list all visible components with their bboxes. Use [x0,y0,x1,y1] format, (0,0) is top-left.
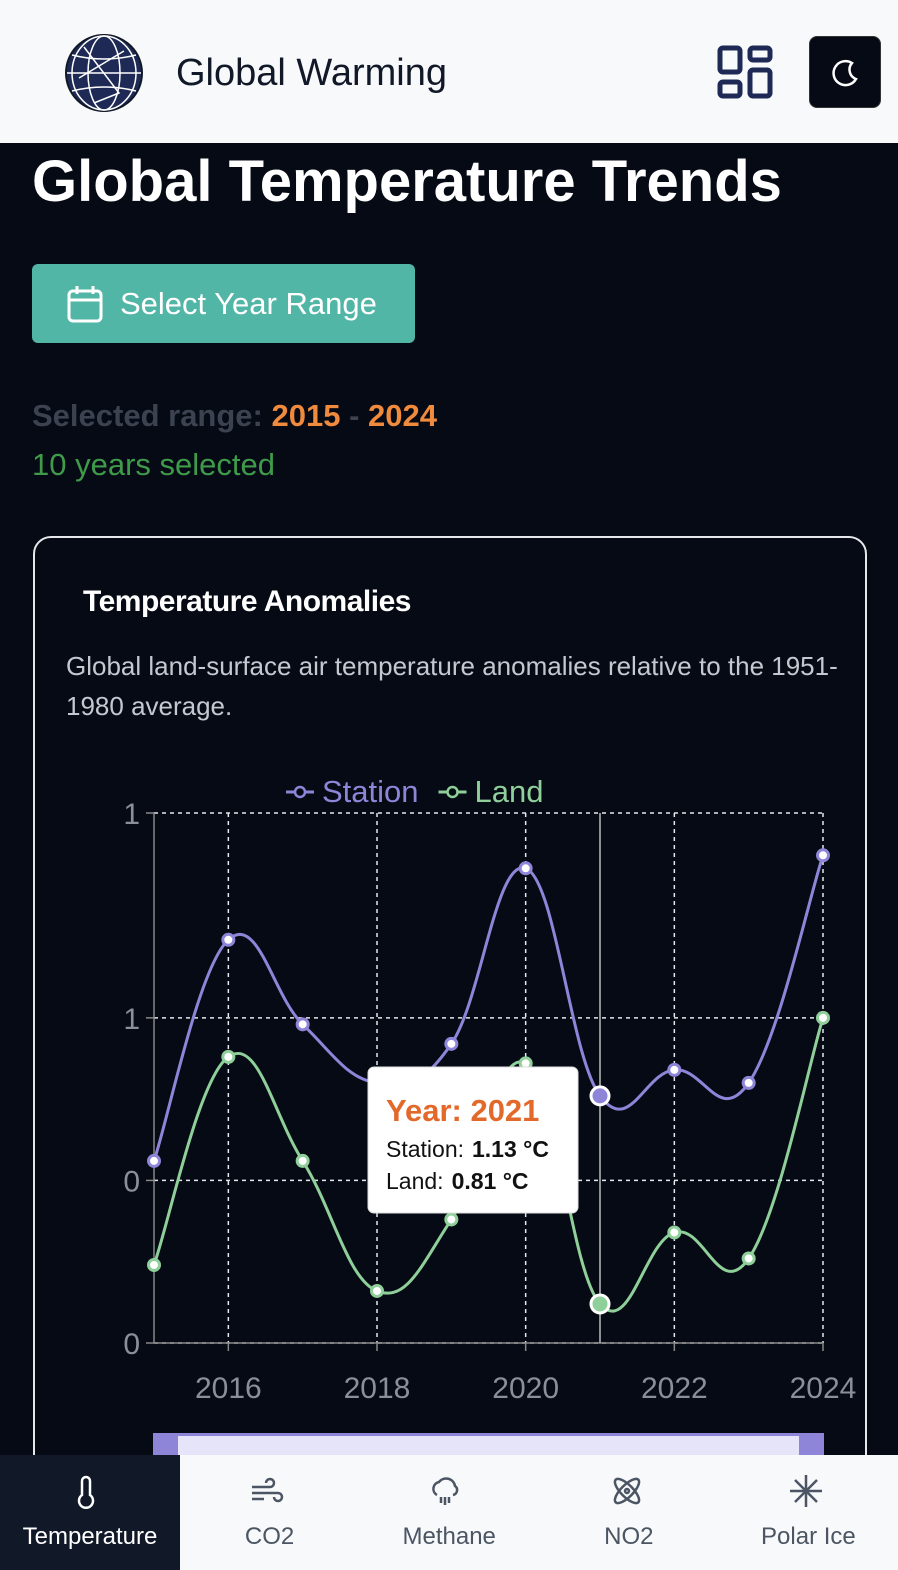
y-tick-label: 0 [123,1165,140,1198]
page-title: Global Temperature Trends [32,149,782,214]
y-tick-label: 1 [123,798,140,831]
card-title: Temperature Anomalies [83,585,411,618]
y-tick-label: 1 [123,1003,140,1036]
calendar-icon [67,286,103,323]
bottom-nav: Temperature CO2 Methane NO2 Polar Ice [0,1455,898,1570]
nav-label: Temperature [22,1523,158,1550]
data-point [667,1225,682,1240]
nav-item[interactable]: Temperature [0,1455,180,1570]
nav-label: CO2 [244,1523,295,1550]
x-tick-label: 2018 [344,1372,411,1405]
tooltip-title: Year: 2021 [386,1093,539,1128]
nav-item[interactable]: Methane [359,1455,539,1570]
app-title: Global Warming [176,52,448,94]
range-sep: - [349,398,360,433]
card-description: Global land-surface air temperature anom… [66,651,838,721]
data-point [295,1153,310,1168]
nav-label: NO2 [604,1523,654,1550]
legend-swatch [293,785,307,799]
nav-item[interactable]: Polar Ice [718,1455,898,1570]
x-tick-label: 2020 [492,1372,559,1405]
nav-item[interactable]: CO2 [180,1455,360,1570]
tooltip-label: Land: [386,1168,444,1194]
x-tick-label: 2022 [641,1372,708,1405]
x-tick-label: 2016 [195,1372,262,1405]
data-point [589,1293,611,1315]
data-point [370,1283,384,1298]
logo[interactable] [64,33,144,113]
y-tick-label: 0 [123,1328,140,1361]
data-point [147,1257,161,1272]
data-point [816,1010,830,1025]
nav-icon [790,1475,823,1507]
data-point [518,861,533,876]
nav-item[interactable]: NO2 [539,1455,719,1570]
button-label: Select Year Range [120,286,377,321]
nav-label: Methane [402,1523,496,1550]
range-start: 2015 [271,398,341,433]
legend-label: Station [322,774,419,809]
nav-icon [613,1477,641,1505]
tooltip [367,1066,579,1214]
data-point [589,1085,611,1107]
chart: 0 0 1 1 2016 2018 2020 2022 2024 Station Land Year:… [123,774,857,1455]
nav-label: Polar Ice [761,1523,856,1550]
range-end: 2024 [368,398,438,433]
tooltip-value: 1.13 °C [472,1136,549,1162]
header: Global Warming [0,0,898,143]
range-brush-window [178,1436,799,1455]
nav-icon [251,1477,283,1503]
nav-icon [432,1477,459,1505]
tooltip-value: 0.81 °C [452,1168,529,1194]
theme-toggle[interactable] [809,36,881,108]
data-point [444,1036,459,1051]
year-range-button[interactable]: Select Year Range [32,264,415,343]
legend-swatch [446,785,459,799]
data-point [741,1075,756,1090]
data-point [295,1017,310,1032]
years-selected: 10 years selected [32,447,275,482]
legend-label: Land [475,774,544,809]
dashboard-icon[interactable] [716,44,774,100]
data-point [741,1251,756,1266]
data-point [444,1212,459,1227]
series-line [152,854,825,1162]
x-tick-label: 2024 [790,1372,857,1405]
data-point [147,1153,161,1168]
data-point [816,848,830,863]
nav-icon [77,1475,95,1509]
range-label: Selected range: [32,398,263,433]
data-point [221,932,236,947]
tooltip-label: Station: [386,1136,464,1162]
data-point [667,1062,682,1077]
data-point [221,1049,236,1064]
selected-range: Selected range: 2015 - 2024 [32,398,437,434]
